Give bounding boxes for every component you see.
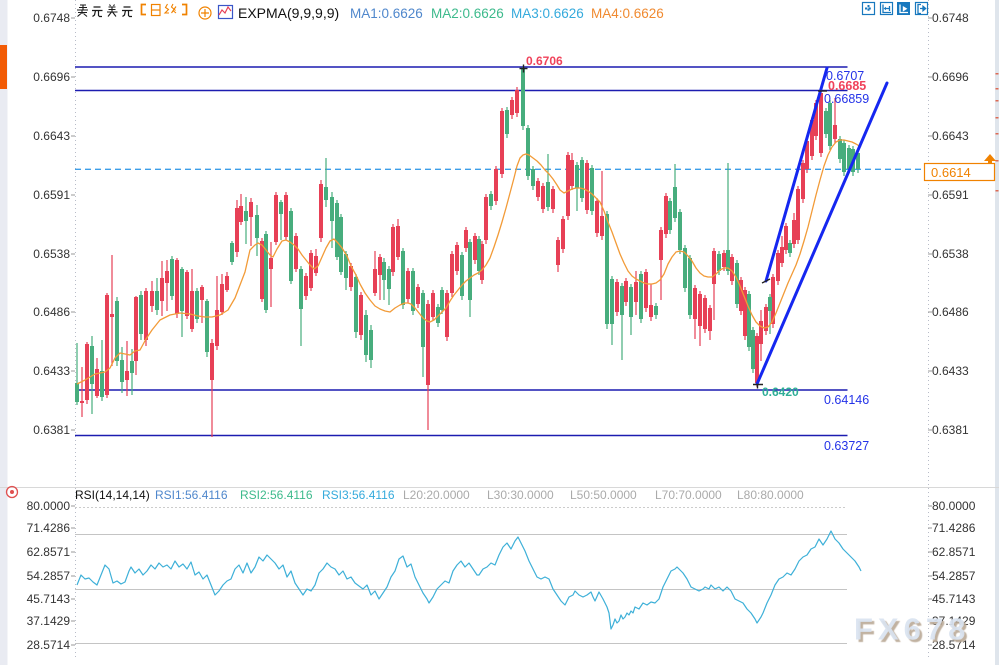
svg-text:80.0000: 80.0000 <box>27 499 71 513</box>
svg-text:28.5714: 28.5714 <box>27 638 71 652</box>
svg-text:L20:20.0000: L20:20.0000 <box>403 488 470 502</box>
svg-text:0.6591: 0.6591 <box>33 188 70 202</box>
svg-text:MA1:0.6626: MA1:0.6626 <box>350 6 423 21</box>
svg-text:0.6696: 0.6696 <box>932 70 969 84</box>
svg-text:0.6614: 0.6614 <box>931 165 971 180</box>
svg-text:L80:80.0000: L80:80.0000 <box>737 488 804 502</box>
svg-text:62.8571: 62.8571 <box>932 545 976 559</box>
svg-text:0.6748: 0.6748 <box>33 11 70 25</box>
svg-text:L70:70.0000: L70:70.0000 <box>655 488 722 502</box>
svg-text:L50:50.0000: L50:50.0000 <box>570 488 637 502</box>
svg-text:71.4286: 71.4286 <box>27 521 71 535</box>
svg-text:RSI(14,14,14): RSI(14,14,14) <box>75 488 150 502</box>
svg-text:28.5714: 28.5714 <box>932 638 976 652</box>
svg-text:0.6591: 0.6591 <box>932 188 969 202</box>
svg-text:0.6433: 0.6433 <box>33 364 70 378</box>
svg-text:0.6643: 0.6643 <box>33 129 70 143</box>
svg-text:80.0000: 80.0000 <box>932 499 976 513</box>
svg-text:RSI3:56.4116: RSI3:56.4116 <box>322 488 395 502</box>
svg-text:RSI1:56.4116: RSI1:56.4116 <box>155 488 228 502</box>
svg-text:0.6538: 0.6538 <box>932 247 969 261</box>
svg-text:MA2:0.6626: MA2:0.6626 <box>431 6 504 21</box>
svg-text:0.6433: 0.6433 <box>932 364 969 378</box>
svg-text:62.8571: 62.8571 <box>27 545 71 559</box>
svg-text:0.6643: 0.6643 <box>932 129 969 143</box>
svg-text:0.63727: 0.63727 <box>824 439 869 453</box>
svg-text:54.2857: 54.2857 <box>27 569 71 583</box>
svg-text:37.1429: 37.1429 <box>932 614 976 628</box>
svg-text:EXPMA(9,9,9,9): EXPMA(9,9,9,9) <box>238 5 339 21</box>
svg-text:0.6420: 0.6420 <box>762 385 799 399</box>
svg-text:FX678: FX678 <box>854 612 970 647</box>
svg-text:0.64146: 0.64146 <box>824 393 869 407</box>
svg-text:RSI2:56.4116: RSI2:56.4116 <box>240 488 313 502</box>
svg-text:L30:30.0000: L30:30.0000 <box>487 488 554 502</box>
svg-text:0.6706: 0.6706 <box>526 54 563 68</box>
svg-text:0.66859: 0.66859 <box>824 92 869 106</box>
svg-text:45.7143: 45.7143 <box>932 592 976 606</box>
svg-text:0.6696: 0.6696 <box>33 70 70 84</box>
svg-text:MA3:0.6626: MA3:0.6626 <box>511 6 584 21</box>
svg-text:45.7143: 45.7143 <box>27 592 71 606</box>
svg-text:0.6538: 0.6538 <box>33 247 70 261</box>
svg-text:0.6486: 0.6486 <box>932 305 969 319</box>
svg-text:71.4286: 71.4286 <box>932 521 976 535</box>
svg-text:0.6381: 0.6381 <box>932 423 969 437</box>
svg-text:0.6707: 0.6707 <box>826 69 864 83</box>
svg-text:0.6748: 0.6748 <box>932 11 969 25</box>
svg-text:37.1429: 37.1429 <box>27 614 71 628</box>
svg-text:0.6685: 0.6685 <box>828 79 866 93</box>
svg-text:MA4:0.6626: MA4:0.6626 <box>591 6 664 21</box>
svg-text:0.6381: 0.6381 <box>33 423 70 437</box>
svg-text:54.2857: 54.2857 <box>932 569 976 583</box>
svg-text:0.6486: 0.6486 <box>33 305 70 319</box>
